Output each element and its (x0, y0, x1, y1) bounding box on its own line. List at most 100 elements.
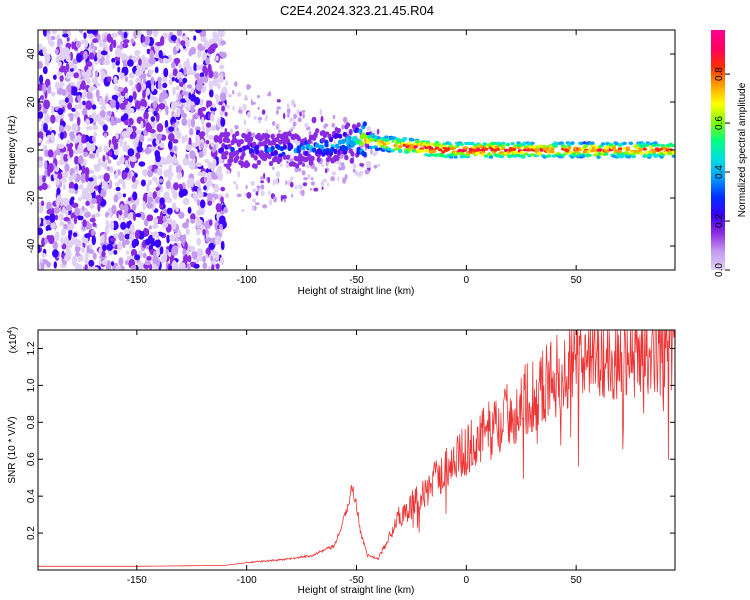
heatmap-cell (184, 94, 189, 101)
heatmap-cell (110, 116, 115, 126)
heatmap-cell (95, 148, 99, 159)
heatmap-cell (78, 197, 82, 202)
heatmap-cell (105, 263, 112, 270)
heatmap-cell (168, 79, 174, 85)
heatmap-cell (96, 50, 103, 60)
heatmap-cell (158, 232, 165, 237)
heatmap-cell (66, 204, 73, 212)
heatmap-cell (95, 82, 101, 87)
heatmap-cell (232, 105, 235, 111)
heatmap-cell (224, 128, 227, 133)
heatmap-cell (217, 171, 224, 182)
heatmap-cell (365, 161, 369, 166)
heatmap-cell (204, 254, 209, 259)
heatmap-cell (277, 123, 280, 128)
heatmap-cell (157, 80, 162, 90)
heatmap-cell (459, 142, 464, 146)
heatmap-cell (145, 87, 151, 96)
heatmap-cell (567, 146, 572, 150)
heatmap-cell (189, 127, 194, 136)
heatmap-cell (122, 238, 126, 249)
heatmap-x-tick-label: 0 (464, 275, 470, 286)
heatmap-cell (126, 126, 133, 134)
heatmap-cell (402, 137, 407, 141)
heatmap-cell (197, 190, 204, 199)
heatmap-cell (175, 58, 179, 67)
heatmap-cell (125, 250, 129, 255)
heatmap-cell (153, 110, 158, 117)
heatmap-cell (158, 219, 164, 225)
heatmap-cell (97, 115, 102, 125)
heatmap-cell (250, 180, 256, 186)
heatmap-cell (227, 104, 230, 109)
heatmap-cell (118, 96, 125, 102)
heatmap-cell (289, 128, 294, 132)
heatmap-cell (147, 137, 153, 142)
heatmap-y-tick-label: -40 (26, 238, 37, 253)
heatmap-cell (671, 151, 675, 155)
heatmap-cell (206, 100, 213, 107)
colorbar-ticks: 0.0 0.2 0.4 0.6 0.8 (714, 67, 730, 277)
heatmap-cell (41, 252, 47, 258)
heatmap-cell (208, 242, 215, 250)
heatmap-cell (220, 51, 227, 59)
heatmap-cell (158, 50, 163, 59)
heatmap-cell (86, 77, 91, 85)
heatmap-cell (639, 151, 644, 155)
heatmap-cell (74, 183, 79, 191)
heatmap-cell (185, 228, 190, 236)
heatmap-cell (310, 155, 315, 162)
heatmap-cell (376, 136, 381, 140)
heatmap-cell (344, 155, 349, 161)
heatmap-cell (74, 207, 80, 217)
heatmap-cell (348, 128, 353, 136)
heatmap-cell (50, 35, 56, 41)
heatmap-cell (105, 220, 109, 226)
heatmap-cell (67, 93, 72, 100)
heatmap-cell (199, 72, 205, 78)
heatmap-cell (58, 125, 64, 133)
heatmap-cell (625, 148, 630, 152)
heatmap-cell (285, 180, 288, 185)
heatmap-cell (84, 263, 88, 270)
heatmap-cell (301, 109, 306, 113)
heatmap-cell (188, 137, 192, 146)
heatmap-cell (276, 106, 282, 110)
heatmap-cell (119, 102, 126, 110)
heatmap-cell (350, 151, 355, 157)
heatmap-cell (413, 145, 418, 149)
heatmap-cell (140, 98, 147, 107)
heatmap-cell (362, 151, 367, 157)
heatmap-cell (87, 188, 95, 193)
heatmap-cell (64, 48, 71, 56)
heatmap-cell (46, 235, 51, 240)
heatmap-cell (95, 89, 100, 98)
heatmap-cell (398, 149, 403, 153)
heatmap-cell (77, 144, 83, 154)
heatmap-cell (124, 233, 131, 240)
heatmap-cell (92, 252, 97, 260)
heatmap-cell (151, 164, 158, 170)
heatmap-cell (611, 146, 617, 150)
heatmap-cell (295, 163, 300, 169)
heatmap-cell (68, 232, 72, 241)
heatmap-cell (291, 193, 294, 198)
heatmap-cell (199, 199, 206, 209)
heatmap-cell (511, 147, 517, 152)
heatmap-cell (152, 30, 159, 38)
heatmap-cell (344, 174, 348, 180)
heatmap-cell (601, 142, 606, 146)
heatmap-cell (175, 86, 180, 91)
heatmap-cell (306, 164, 311, 169)
heatmap-cell (85, 61, 93, 67)
heatmap-cell (144, 35, 151, 46)
heatmap-cell (115, 265, 122, 270)
heatmap-cell (38, 244, 41, 253)
colorbar-tick-label: 0.4 (714, 165, 725, 179)
heatmap-cell (107, 159, 112, 165)
heatmap-cell (94, 164, 101, 172)
heatmap-cell (215, 55, 219, 61)
heatmap-cell (111, 204, 117, 215)
heatmap-cell (209, 219, 213, 227)
heatmap-cell (156, 247, 161, 257)
